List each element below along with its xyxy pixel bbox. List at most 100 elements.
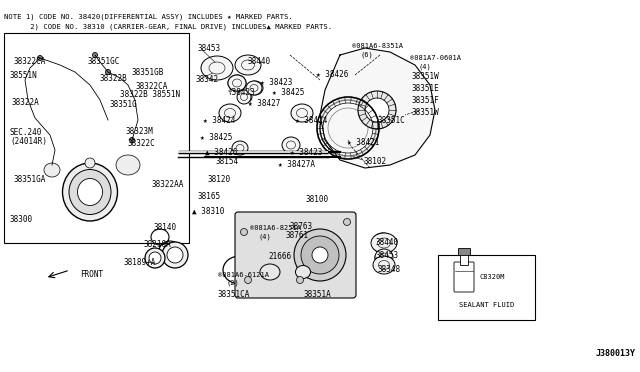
Ellipse shape (237, 90, 251, 104)
Ellipse shape (296, 266, 310, 279)
Text: ★ 38424: ★ 38424 (295, 116, 328, 125)
Ellipse shape (201, 56, 233, 80)
Text: 38100: 38100 (305, 195, 328, 204)
Ellipse shape (162, 242, 188, 268)
Text: J380013Y: J380013Y (595, 349, 635, 358)
Text: (24014R): (24014R) (10, 137, 47, 146)
Text: NOTE 1) CODE NO. 38420(DIFFERENTIAL ASSY) INCLUDES ★ MARKED PARTS.: NOTE 1) CODE NO. 38420(DIFFERENTIAL ASSY… (4, 14, 292, 20)
Text: ▲ 38426: ▲ 38426 (205, 148, 237, 157)
Ellipse shape (85, 158, 95, 168)
Ellipse shape (344, 218, 351, 225)
Ellipse shape (38, 55, 42, 61)
Ellipse shape (167, 247, 183, 263)
Text: ★ 38421: ★ 38421 (347, 138, 380, 147)
Ellipse shape (301, 236, 339, 274)
Text: 38453: 38453 (376, 251, 399, 260)
Bar (458, 248, 470, 255)
Text: 38351F: 38351F (412, 96, 440, 105)
Text: ®081A7-0601A: ®081A7-0601A (410, 55, 461, 61)
Ellipse shape (246, 81, 262, 95)
Text: ★ 38427: ★ 38427 (248, 99, 280, 108)
Text: 38351C: 38351C (378, 116, 406, 125)
Text: 21666: 21666 (268, 252, 291, 261)
Ellipse shape (116, 155, 140, 175)
Text: SEC.240: SEC.240 (10, 128, 42, 137)
Ellipse shape (106, 70, 111, 74)
Ellipse shape (375, 249, 393, 265)
Text: 38300: 38300 (10, 215, 33, 224)
FancyBboxPatch shape (454, 262, 474, 292)
Ellipse shape (232, 141, 248, 155)
Text: 38210A: 38210A (143, 240, 171, 249)
Text: 38102: 38102 (363, 157, 386, 166)
Ellipse shape (228, 75, 246, 91)
Ellipse shape (291, 104, 313, 122)
Text: ★ 38427A: ★ 38427A (278, 160, 315, 169)
Text: 38351E: 38351E (412, 84, 440, 93)
Bar (460, 253, 468, 265)
Text: ☦38423: ☦38423 (228, 88, 256, 97)
Text: 38551N: 38551N (10, 71, 38, 80)
Text: 38189+A: 38189+A (124, 258, 156, 267)
Text: 38440: 38440 (248, 57, 271, 66)
Ellipse shape (149, 252, 161, 264)
Ellipse shape (244, 276, 252, 283)
Ellipse shape (69, 170, 111, 215)
Text: 38322AA: 38322AA (152, 180, 184, 189)
Bar (4, 33, 189, 243)
Text: (2): (2) (226, 280, 239, 286)
Text: ★ 38425: ★ 38425 (200, 133, 232, 142)
Text: 38440: 38440 (376, 238, 399, 247)
Ellipse shape (260, 264, 280, 280)
Ellipse shape (294, 229, 346, 281)
Text: 38351GA: 38351GA (14, 175, 46, 184)
Text: 38351W: 38351W (412, 108, 440, 117)
Text: (4): (4) (419, 63, 432, 70)
Ellipse shape (63, 163, 118, 221)
Text: 38348: 38348 (378, 265, 401, 274)
Text: C8320M: C8320M (480, 274, 506, 280)
Text: ★ 38426: ★ 38426 (316, 70, 348, 79)
Ellipse shape (44, 163, 60, 177)
Ellipse shape (282, 137, 300, 153)
Ellipse shape (312, 247, 328, 263)
Text: 38351A: 38351A (303, 290, 331, 299)
Text: ★ 38424: ★ 38424 (203, 116, 236, 125)
Text: ®081A6-8251A: ®081A6-8251A (250, 225, 301, 231)
Text: 38763: 38763 (290, 222, 313, 231)
Polygon shape (320, 48, 435, 168)
Text: 38154: 38154 (215, 157, 238, 166)
Text: 38322B: 38322B (100, 74, 128, 83)
Ellipse shape (241, 228, 248, 235)
Text: ▲ 38310: ▲ 38310 (192, 207, 225, 216)
Text: (6): (6) (360, 51, 372, 58)
Text: 38322C: 38322C (128, 139, 156, 148)
Ellipse shape (358, 91, 396, 129)
Text: 38761: 38761 (285, 231, 308, 240)
Text: 38322A: 38322A (12, 98, 40, 107)
FancyBboxPatch shape (235, 212, 356, 298)
Text: 38165: 38165 (197, 192, 220, 201)
Text: ★ 38423: ★ 38423 (260, 78, 292, 87)
Text: 38351G: 38351G (110, 100, 138, 109)
Text: ®081A6-8351A: ®081A6-8351A (352, 43, 403, 49)
Text: 38342: 38342 (196, 75, 219, 84)
Text: 38323M: 38323M (125, 127, 153, 136)
Text: 38453: 38453 (198, 44, 221, 53)
Ellipse shape (371, 233, 397, 253)
Text: 38351W: 38351W (412, 72, 440, 81)
Text: FRONT: FRONT (80, 270, 103, 279)
Text: 38351GC: 38351GC (87, 57, 120, 66)
Text: 38351CA: 38351CA (218, 290, 250, 299)
Ellipse shape (296, 276, 303, 283)
Ellipse shape (77, 179, 102, 205)
Text: (4): (4) (258, 233, 271, 240)
Ellipse shape (373, 256, 395, 274)
Ellipse shape (93, 52, 97, 58)
Text: ®081A6-6121A: ®081A6-6121A (218, 272, 269, 278)
Text: 38322CA: 38322CA (14, 57, 46, 66)
Text: SEALANT FLUID: SEALANT FLUID (460, 302, 515, 308)
Ellipse shape (129, 138, 134, 142)
Text: ★ 38425: ★ 38425 (272, 88, 305, 97)
Ellipse shape (235, 55, 261, 75)
